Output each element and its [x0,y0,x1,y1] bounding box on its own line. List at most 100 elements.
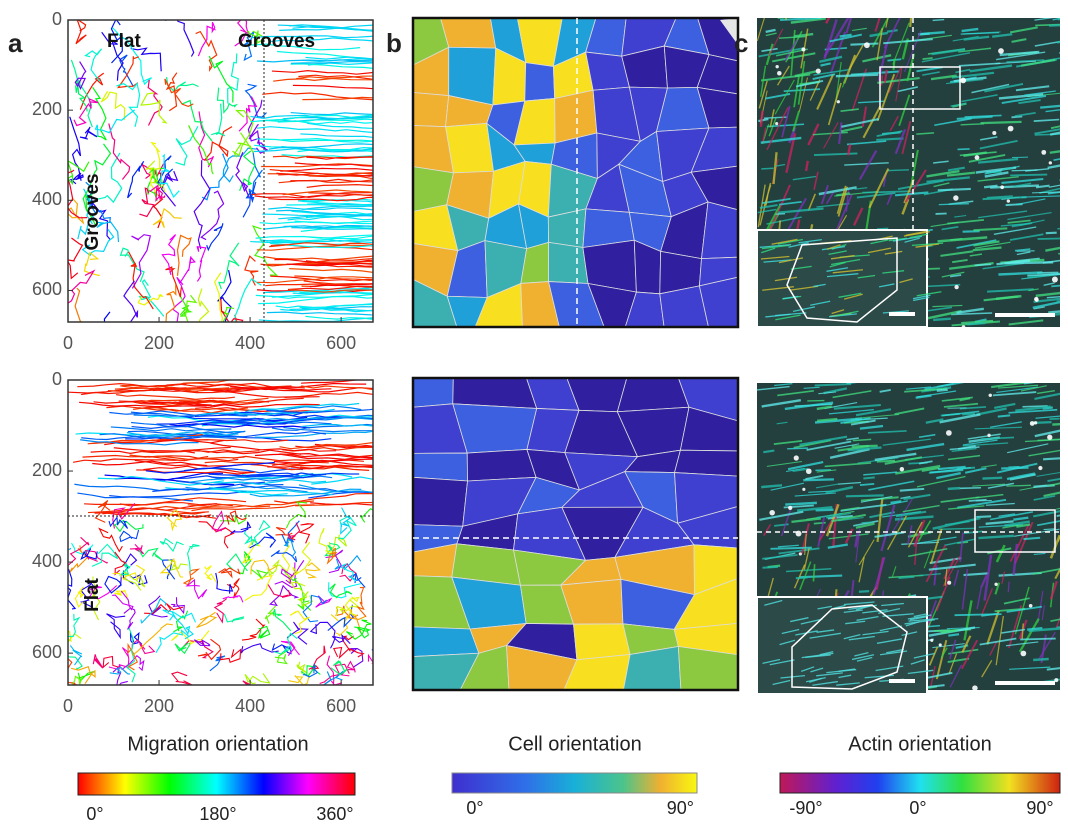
fiber [806,161,808,171]
trajectory [74,99,98,126]
trajectory [227,579,239,599]
colorbar-label: -90° [789,798,822,818]
fiber [1043,458,1061,459]
spot [1041,150,1046,155]
cell [453,404,537,453]
cell [413,477,468,526]
fiber [1052,424,1067,425]
spot [799,552,802,555]
panel-label: c [734,28,748,58]
trajectory [116,395,235,400]
y-tick-label: 0 [52,369,62,389]
spot [954,285,958,289]
trajectory [289,269,421,273]
cell [675,450,738,476]
trajectory [329,582,362,598]
trajectory [76,19,86,44]
spot [998,48,1004,54]
y-tick-label: 200 [32,460,62,480]
trajectory [109,648,129,670]
spot [946,430,952,436]
panel-label: b [386,28,402,58]
fiber [859,591,869,592]
colorbar-label: 90° [1026,798,1053,818]
trajectory [265,606,275,623]
trajectory [167,510,181,529]
trajectory [194,160,210,249]
spot [1035,298,1039,302]
fiber [982,478,1002,479]
fiber [1011,117,1022,118]
trajectory [268,561,287,575]
trajectory [103,312,111,367]
trajectory [253,226,276,275]
y-tick-label: 400 [32,551,62,571]
inset [757,597,938,694]
spot [777,71,782,76]
spot [802,488,805,491]
fiber [761,168,773,169]
trajectory [182,101,212,142]
spot [994,583,997,586]
spot [1030,421,1035,426]
fiber [847,380,876,383]
spot [775,65,778,68]
trajectory [132,640,154,653]
trajectory [322,671,344,686]
spot [1038,466,1042,470]
spot [806,468,812,474]
trajectory [160,539,184,551]
fiber [1005,262,1053,263]
fiber [1046,233,1057,234]
trajectory [175,643,190,654]
panel-title: Migration orientation [127,733,308,755]
spot [1000,185,1004,189]
spot [1047,435,1052,440]
cell [413,93,449,127]
fiber [863,477,874,478]
trajectory [239,96,256,131]
trajectory [67,238,82,278]
y-tick-label: 0 [52,9,62,29]
cell [701,202,738,259]
spot [769,510,774,515]
trajectory [215,599,227,623]
cell [453,378,537,408]
trajectory [291,113,417,116]
fiber [923,58,933,59]
fiber [786,0,792,20]
trajectory [207,223,223,250]
panel-title: Actin orientation [848,733,991,755]
spot [1021,651,1027,657]
spot [1052,277,1058,283]
trajectory [130,544,144,553]
fiber [974,264,991,265]
trajectory [107,614,126,638]
region-label: Flat [107,31,141,52]
fiber [1053,16,1068,20]
spot [788,506,792,510]
colorbar [78,773,355,795]
trajectory [124,608,135,629]
trajectory [283,428,407,433]
fiber [762,567,778,568]
spot [953,195,958,200]
trajectory [167,77,199,91]
trajectory [63,569,75,609]
trajectory [189,125,214,174]
cell [617,378,689,412]
trajectory [224,614,243,622]
spot [989,394,992,397]
colorbar-label: 0° [466,798,483,818]
panel-label: a [8,28,23,58]
spot [794,455,799,460]
fiber [860,484,874,485]
trajectory [251,569,268,579]
cells-top [413,18,738,327]
fiber [998,415,1010,416]
colorbar [452,773,697,793]
fiber [836,75,878,77]
fiber [1058,253,1068,254]
trajectory [290,64,422,69]
trajectory [196,289,208,358]
